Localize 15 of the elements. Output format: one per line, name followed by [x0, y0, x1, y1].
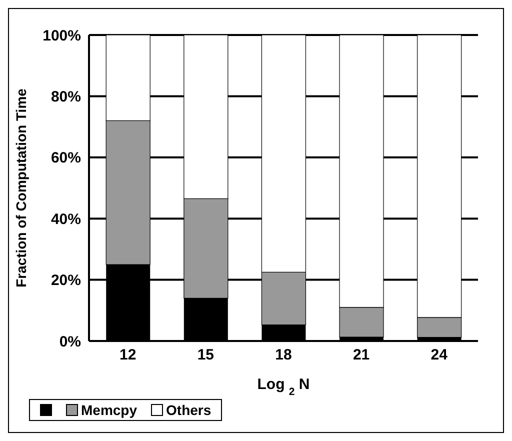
x-axis-title: Log $_{2}$ N — [257, 376, 310, 398]
x-tick-label: 21 — [352, 346, 370, 364]
y-axis-title: Fraction of Computation Time — [12, 88, 29, 288]
y-tick-label: 40% — [50, 210, 81, 228]
legend-label: Others — [166, 402, 212, 418]
y-tick-label: 60% — [50, 150, 81, 167]
y-tick-label: 100% — [42, 27, 81, 44]
y-tick-label: 0% — [59, 333, 81, 350]
x-tick-label: 24 — [430, 346, 448, 364]
y-tick-label: 80% — [50, 88, 81, 106]
y-tick-label: 20% — [50, 272, 81, 290]
legend-label: Memcpy — [81, 402, 138, 418]
x-tick-label: 15 — [197, 346, 214, 364]
x-tick-label: 18 — [275, 346, 292, 364]
x-tick-label: 12 — [120, 346, 136, 364]
